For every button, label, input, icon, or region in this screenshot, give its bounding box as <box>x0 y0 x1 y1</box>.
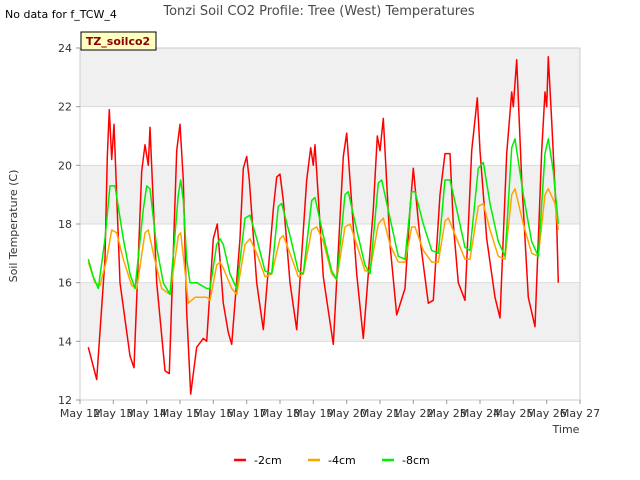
series-line-4cm <box>87 188 560 304</box>
x-tick-label: May 19 <box>293 407 333 420</box>
x-tick-label: May 24 <box>460 407 500 420</box>
plot-band <box>80 282 580 342</box>
x-tick-label: May 27 <box>560 407 600 420</box>
y-tick-label: 20 <box>58 159 72 172</box>
chart-title: Tonzi Soil CO2 Profile: Tree (West) Temp… <box>162 4 475 19</box>
series-line-2cm <box>87 56 560 395</box>
x-tick-label: May 15 <box>160 407 200 420</box>
y-tick-label: 22 <box>58 101 72 114</box>
x-tick-label: May 23 <box>427 407 467 420</box>
y-tick-label: 16 <box>58 277 72 290</box>
y-tick-label: 24 <box>58 42 72 55</box>
x-tick-label: May 18 <box>260 407 300 420</box>
y-axis-label: Soil Temperature (C) <box>7 170 20 283</box>
series-layer <box>87 56 560 395</box>
x-axis-label: Time <box>552 423 580 436</box>
x-tick-label: May 22 <box>393 407 433 420</box>
legend-label: -8cm <box>402 454 430 467</box>
x-tick-label: May 14 <box>127 407 167 420</box>
legend: -2cm -4cm -8cm <box>234 454 430 467</box>
plot-band <box>80 165 580 224</box>
y-tick-label: 12 <box>58 394 72 407</box>
x-tick-label: May 12 <box>60 407 100 420</box>
plot-band <box>80 48 580 107</box>
y-tick-label: 18 <box>58 218 72 231</box>
x-tick-label: May 17 <box>227 407 267 420</box>
no-data-note: No data for f_TCW_4 <box>5 8 117 21</box>
x-tick-label: May 26 <box>527 407 567 420</box>
y-tick-label: 14 <box>58 335 72 348</box>
x-tick-label: May 13 <box>93 407 133 420</box>
legend-label: -2cm <box>254 454 282 467</box>
x-tick-label: May 21 <box>360 407 400 420</box>
x-tick-label: May 20 <box>327 407 367 420</box>
x-tick-label: May 16 <box>193 407 233 420</box>
legend-label: -4cm <box>328 454 356 467</box>
x-tick-label: May 25 <box>493 407 533 420</box>
series-line-8cm <box>87 138 560 296</box>
badge: TZ_soilco2 <box>80 31 157 51</box>
badge-box <box>80 31 157 51</box>
badge-label: TZ_soilco2 <box>86 35 150 48</box>
